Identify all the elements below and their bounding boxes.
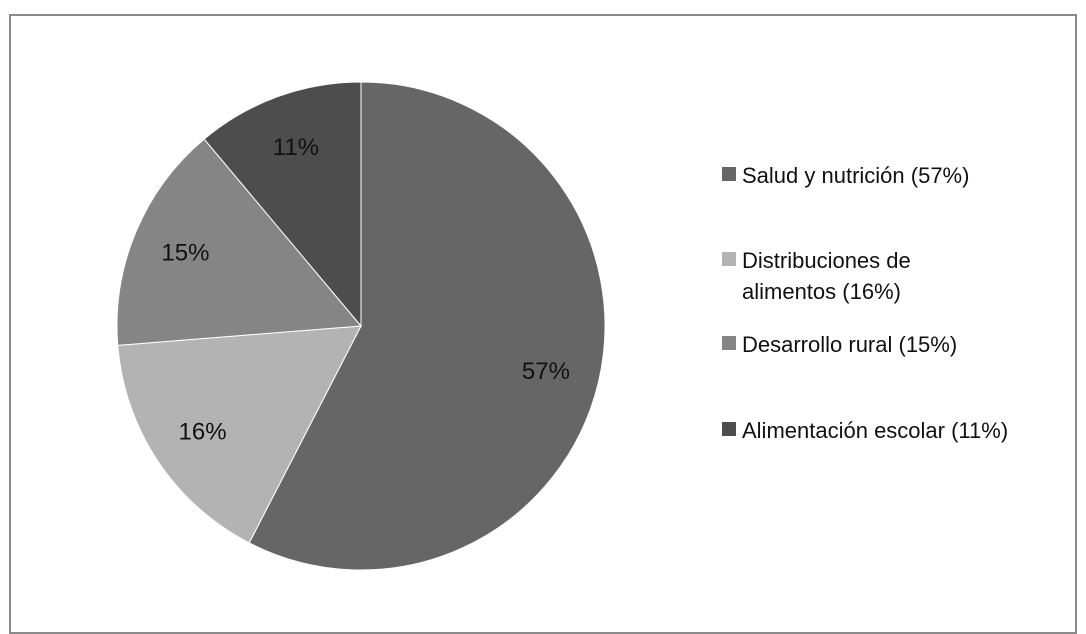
- legend-item-2: Distribuciones de alimentos (16%): [722, 248, 911, 304]
- pie-data-label-3: 15%: [161, 239, 209, 266]
- pie-data-labels: 57% 16% 15% 11%: [161, 134, 570, 445]
- pie-slice-1: [248, 81, 606, 571]
- legend-label-4: Alimentación escolar (11%): [742, 418, 1008, 443]
- legend-label-1: Salud y nutrición (57%): [742, 163, 969, 188]
- legend-item-4: Alimentación escolar (11%): [722, 418, 1008, 443]
- pie-slice-3: [116, 138, 363, 346]
- legend-item-3: Desarrollo rural (15%): [722, 332, 957, 357]
- legend-label-2-line-2: alimentos (16%): [742, 279, 901, 304]
- chart-legend: Salud y nutrición (57%) Distribuciones de…: [722, 163, 1008, 443]
- pie-data-label-4: 11%: [273, 134, 319, 161]
- pie-data-label-2: 16%: [179, 418, 227, 445]
- legend-swatch-3: [722, 336, 736, 350]
- pie-slices: [116, 81, 606, 571]
- legend-swatch-4: [722, 422, 736, 436]
- legend-item-1: Salud y nutrición (57%): [722, 163, 969, 188]
- legend-swatch-1: [722, 167, 736, 181]
- pie-slice-4: [203, 81, 362, 328]
- legend-swatch-2: [722, 252, 736, 266]
- legend-label-2-line-1: Distribuciones de: [742, 248, 911, 273]
- legend-label-3: Desarrollo rural (15%): [742, 332, 957, 357]
- pie-slice-2: [117, 325, 362, 544]
- pie-data-label-1: 57%: [522, 358, 570, 385]
